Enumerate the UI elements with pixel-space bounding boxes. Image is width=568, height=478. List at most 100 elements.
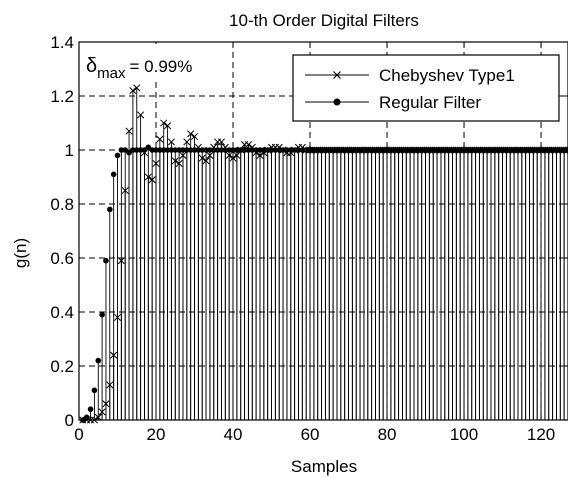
regular-marker [103,257,109,264]
regular-marker [403,147,410,153]
chart-title: 10-th Order Digital Filters [229,11,419,30]
regular-marker [314,147,321,153]
regular-marker [515,147,521,153]
legend-label: Regular Filter [379,93,481,112]
x-axis-label: Samples [291,457,357,476]
chebyshev-marker [244,141,252,149]
regular-marker [445,147,452,153]
regular-marker [349,147,356,153]
chebyshev-marker [125,127,133,135]
regular-marker [415,147,421,153]
legend-marker-dot [333,98,341,106]
regular-marker [461,147,467,153]
regular-marker [338,147,344,153]
annotation-value: = 0.99% [129,57,192,76]
regular-marker [160,147,167,153]
regular-marker [549,147,556,153]
regular-marker [318,147,325,153]
regular-marker [176,147,182,153]
legend-box [292,54,560,122]
legend-label: Chebyshev Type1 [379,66,515,85]
regular-marker [395,147,402,153]
stem-series [79,84,568,424]
regular-marker [291,147,298,153]
regular-marker [226,147,232,153]
legend-marker-x [333,71,341,79]
axes-frame [78,41,568,421]
regular-marker [411,147,417,153]
regular-marker [149,147,155,153]
regular-marker [453,147,460,153]
regular-marker [511,147,517,153]
regular-marker [545,147,552,153]
regular-marker [280,147,286,153]
regular-marker [287,147,294,153]
chebyshev-marker [217,138,226,146]
regular-marker [137,147,144,153]
regular-marker [384,147,390,153]
regular-marker [264,147,271,153]
regular-marker [230,147,236,153]
regular-marker [107,206,113,213]
regular-marker [180,147,186,153]
regular-marker [257,147,263,153]
regular-marker [438,147,444,153]
regular-marker [284,147,290,153]
regular-marker [311,147,317,153]
regular-marker [553,147,560,153]
chebyshev-marker [133,84,141,92]
y-tick-label: 0.6 [50,249,74,268]
regular-marker [91,387,98,394]
chebyshev-marker [183,138,191,146]
annotation-background [81,44,223,78]
regular-marker [422,147,429,153]
x-tick-label: 60 [301,425,320,444]
x-tick-label: 40 [224,425,243,444]
chebyshev-marker [190,132,199,141]
y-tick-label: 1 [65,141,74,160]
regular-marker [195,147,202,153]
regular-marker [341,147,348,153]
regular-marker [222,147,229,153]
regular-marker [441,147,448,153]
regular-marker [95,357,102,364]
regular-marker [184,147,190,153]
regular-marker [241,147,248,153]
chebyshev-marker [167,138,175,146]
regular-marker [114,152,121,159]
regular-marker [133,147,140,153]
regular-marker [322,147,329,153]
x-tick-label: 80 [378,425,397,444]
regular-marker [245,147,252,153]
regular-marker [518,147,525,153]
regular-marker [164,147,171,153]
regular-marker [207,147,213,153]
regular-marker [426,147,433,153]
x-tick-label: 120 [527,425,555,444]
regular-marker [214,147,221,153]
regular-marker [191,147,198,153]
x-tick-label: 20 [147,425,166,444]
regular-marker [380,147,386,153]
regular-marker [261,147,267,153]
y-tick-label: 0.4 [50,303,74,322]
regular-marker [334,147,340,153]
regular-marker [542,147,548,153]
regular-marker [87,406,94,413]
regular-marker [307,147,313,153]
regular-marker [538,147,544,153]
regular-marker [299,147,306,153]
regular-marker [253,147,259,153]
regular-marker [326,147,333,153]
regular-marker [407,147,413,153]
regular-marker [168,147,175,153]
regular-marker [364,147,371,153]
regular-marker [472,147,479,153]
regular-marker [303,147,309,153]
regular-marker [203,147,209,153]
regular-marker [153,147,159,153]
regular-marker [488,147,494,153]
regular-marker [199,147,206,153]
chebyshev-marker [129,87,137,95]
